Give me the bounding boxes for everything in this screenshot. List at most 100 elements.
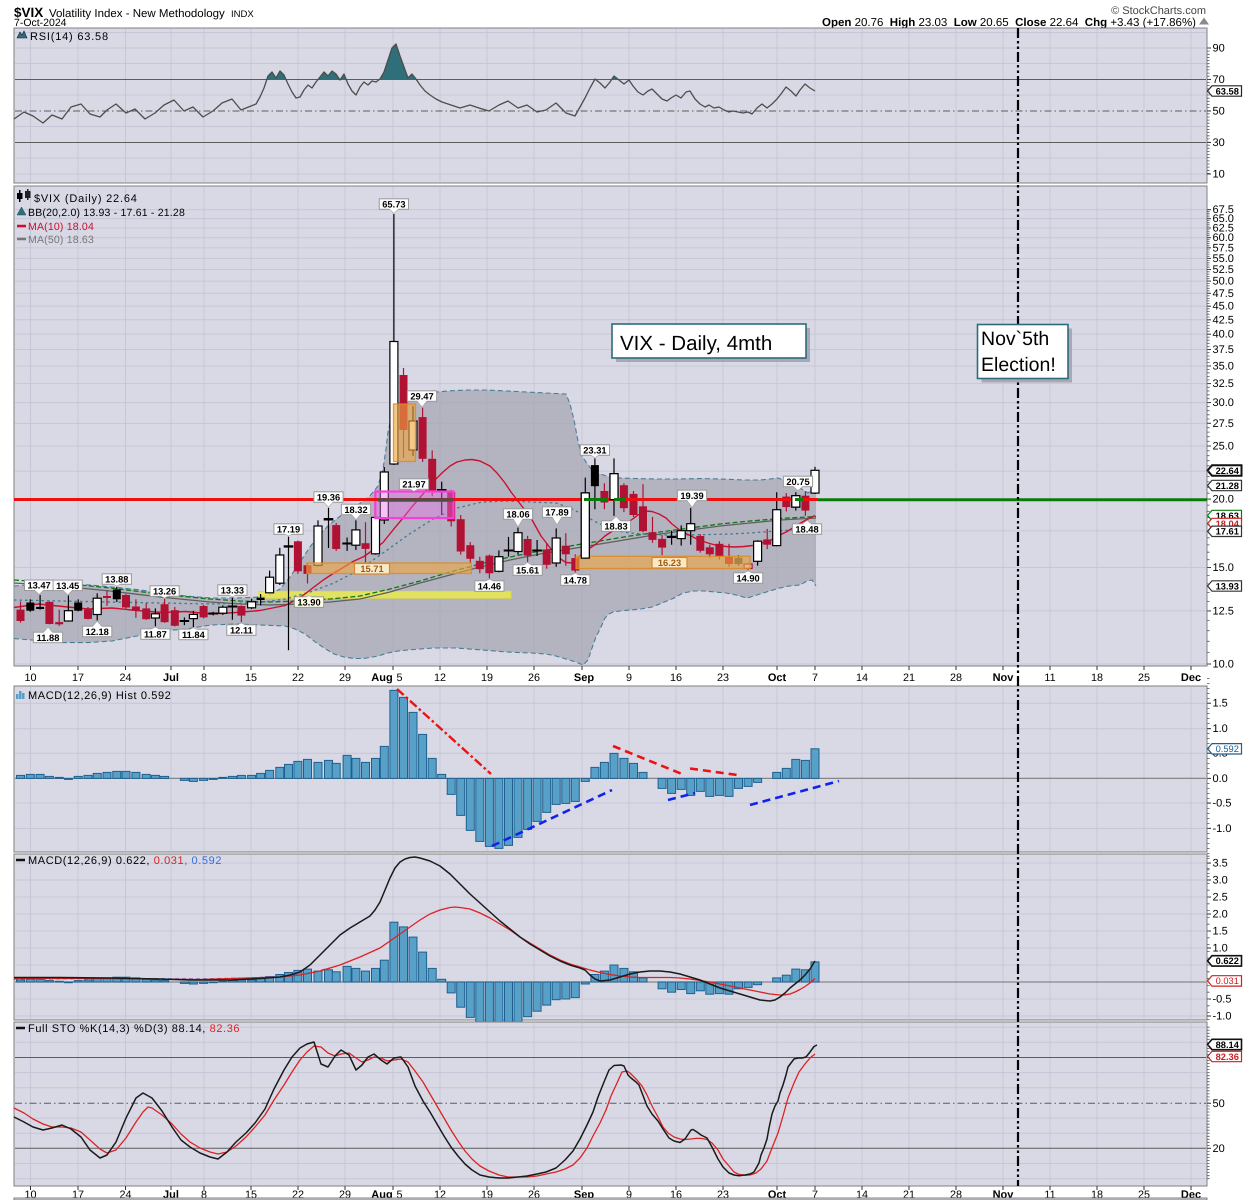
svg-text:15.71: 15.71 [360, 564, 383, 574]
svg-text:1.5: 1.5 [1213, 926, 1228, 938]
svg-text:MA(50) 18.63: MA(50) 18.63 [28, 234, 94, 246]
svg-text:21.97: 21.97 [402, 479, 425, 489]
svg-text:67.5: 67.5 [1213, 204, 1234, 216]
svg-text:18.83: 18.83 [604, 521, 627, 531]
svg-text:24: 24 [119, 672, 131, 684]
svg-text:13.88: 13.88 [105, 574, 128, 584]
svg-text:18.32: 18.32 [344, 505, 367, 515]
svg-text:13.26: 13.26 [153, 586, 176, 596]
svg-text:9: 9 [626, 1189, 632, 1200]
svg-text:45.0: 45.0 [1213, 301, 1234, 313]
svg-text:17.61: 17.61 [1216, 527, 1239, 537]
svg-text:17.89: 17.89 [545, 507, 568, 517]
svg-text:0.592: 0.592 [1216, 744, 1239, 754]
svg-text:26: 26 [528, 1189, 540, 1200]
svg-text:90: 90 [1213, 43, 1225, 55]
svg-text:Dec: Dec [1181, 672, 1201, 684]
svg-text:29: 29 [339, 672, 351, 684]
svg-text:Sep: Sep [574, 1189, 594, 1200]
svg-text:12.11: 12.11 [230, 625, 253, 635]
svg-text:23: 23 [717, 672, 729, 684]
svg-text:13.93: 13.93 [1216, 581, 1239, 591]
svg-text:14.78: 14.78 [564, 575, 587, 585]
svg-text:12: 12 [434, 1189, 446, 1200]
svg-text:12: 12 [434, 672, 446, 684]
svg-text:26: 26 [528, 672, 540, 684]
svg-text:35.0: 35.0 [1213, 360, 1234, 372]
svg-text:18.06: 18.06 [506, 509, 529, 519]
svg-text:5: 5 [396, 1189, 402, 1200]
svg-text:11.88: 11.88 [37, 633, 60, 643]
svg-text:20.75: 20.75 [786, 477, 809, 487]
svg-text:16: 16 [670, 1189, 682, 1200]
svg-text:Aug: Aug [371, 1189, 392, 1200]
svg-text:19.36: 19.36 [317, 492, 340, 502]
svg-text:7: 7 [812, 672, 818, 684]
svg-text:Oct: Oct [768, 672, 787, 684]
svg-text:11: 11 [1044, 672, 1055, 684]
svg-text:9: 9 [626, 672, 632, 684]
svg-text:Election!: Election! [981, 354, 1056, 376]
svg-text:29.47: 29.47 [410, 391, 433, 401]
svg-text:21: 21 [903, 1189, 915, 1200]
svg-text:18: 18 [1091, 1189, 1103, 1200]
svg-text:Jul: Jul [163, 1189, 179, 1200]
svg-text:29: 29 [339, 1189, 351, 1200]
svg-text:20: 20 [1213, 1143, 1225, 1155]
svg-text:28: 28 [950, 672, 962, 684]
svg-text:70: 70 [1213, 74, 1225, 86]
svg-text:1.0: 1.0 [1213, 723, 1228, 735]
svg-text:-0.5: -0.5 [1213, 798, 1232, 810]
svg-text:10: 10 [24, 1189, 36, 1200]
svg-text:3.0: 3.0 [1213, 875, 1228, 887]
svg-text:3.5: 3.5 [1213, 858, 1228, 870]
svg-text:Nov: Nov [993, 1189, 1015, 1200]
svg-text:-1.0: -1.0 [1213, 823, 1232, 835]
svg-text:18.48: 18.48 [795, 524, 818, 534]
svg-text:10: 10 [1213, 169, 1225, 181]
svg-text:7-Oct-2024: 7-Oct-2024 [14, 17, 67, 29]
svg-text:MA(10) 18.04: MA(10) 18.04 [28, 221, 94, 233]
svg-text:16.23: 16.23 [658, 558, 681, 568]
svg-text:16: 16 [670, 672, 682, 684]
svg-text:21.28: 21.28 [1216, 481, 1239, 491]
svg-text:88.14: 88.14 [1216, 1040, 1240, 1050]
svg-text:© StockCharts.com: © StockCharts.com [1111, 5, 1206, 17]
svg-text:BB(20,2.0) 13.93 - 17.61 - 21.: BB(20,2.0) 13.93 - 17.61 - 21.28 [28, 207, 185, 219]
svg-text:8: 8 [201, 1189, 207, 1200]
svg-text:$VIX (Daily) 22.64: $VIX (Daily) 22.64 [34, 193, 138, 205]
svg-text:60.0: 60.0 [1213, 232, 1234, 244]
svg-text:2.0: 2.0 [1213, 909, 1228, 921]
svg-text:37.5: 37.5 [1213, 344, 1234, 356]
svg-text:47.5: 47.5 [1213, 288, 1234, 300]
svg-text:0.622: 0.622 [1216, 956, 1239, 966]
svg-text:12.5: 12.5 [1213, 605, 1234, 617]
svg-text:82.36: 82.36 [1216, 1052, 1239, 1062]
svg-text:23: 23 [717, 1189, 729, 1200]
svg-text:50: 50 [1213, 106, 1225, 118]
svg-text:Open 20.76 High 23.03 Low 20: Open 20.76 High 23.03 Low 20.65 Close 22… [822, 17, 1196, 29]
svg-text:25.0: 25.0 [1213, 440, 1234, 452]
svg-text:21: 21 [903, 672, 915, 684]
svg-text:22: 22 [292, 672, 304, 684]
svg-text:22.64: 22.64 [1216, 466, 1240, 476]
svg-text:18.63: 18.63 [1216, 511, 1239, 521]
svg-text:19: 19 [481, 1189, 493, 1200]
svg-text:18: 18 [1091, 672, 1103, 684]
svg-text:32.5: 32.5 [1213, 378, 1234, 390]
svg-text:Jul: Jul [163, 672, 179, 684]
svg-text:$VIX: $VIX [14, 5, 43, 20]
svg-text:15: 15 [245, 1189, 257, 1200]
svg-text:27.5: 27.5 [1213, 418, 1234, 430]
svg-text:0.0: 0.0 [1213, 773, 1228, 785]
svg-text:13.47: 13.47 [27, 581, 50, 591]
svg-text:Nov: Nov [993, 672, 1015, 684]
svg-text:14: 14 [856, 1189, 868, 1200]
svg-text:0.031: 0.031 [1216, 976, 1239, 986]
svg-text:65.73: 65.73 [382, 199, 405, 209]
svg-text:Oct: Oct [768, 1189, 787, 1200]
svg-text:28: 28 [950, 1189, 962, 1200]
svg-text:2.5: 2.5 [1213, 892, 1228, 904]
svg-text:42.5: 42.5 [1213, 314, 1234, 326]
svg-text:65.0: 65.0 [1213, 213, 1234, 225]
